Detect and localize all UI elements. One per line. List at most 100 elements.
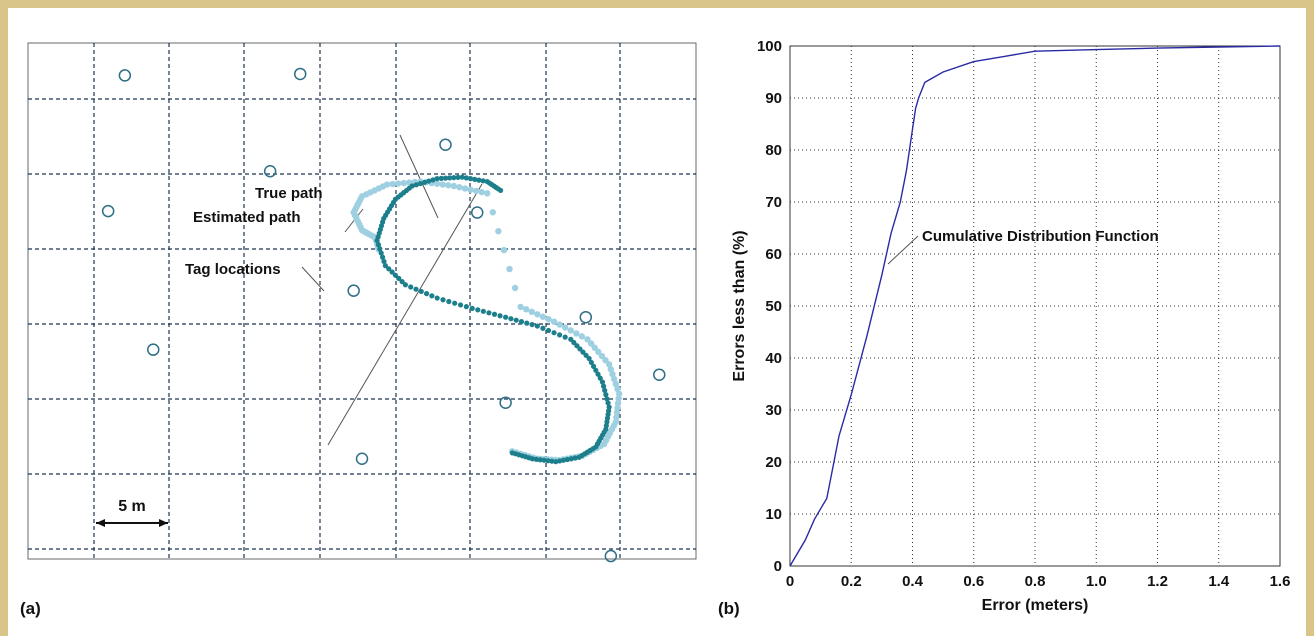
estimated-path-point [603,392,609,398]
true-path-point [613,409,621,416]
panel-b: 0 0.2 0.4 0.6 0.8 1.0 1.2 1.4 1.6 0 10 20 30 40 50 60 7… [718,38,1290,618]
y-tick-label: 90 [765,90,782,107]
estimated-path-point [588,359,594,366]
y-tick-label: 40 [765,350,782,367]
estimated-path-point [480,178,486,184]
estimated-path-point [440,297,446,303]
true-path-point [550,318,558,325]
estimated-path-point [503,314,509,320]
x-tick-label: 0.8 [1025,573,1046,590]
true-path-point [615,395,622,402]
scale-bar-left-arrow-icon [96,519,105,527]
panel-a-grid [28,43,696,559]
estimated-path-point [475,307,481,313]
true-path-point [615,390,623,398]
tag-location-marker [263,165,277,178]
tag-location-marker [439,138,452,151]
true-path-point [450,182,458,190]
estimated-path-point [418,288,424,295]
y-tick-label: 0 [774,558,782,575]
estimated-path-point [484,178,490,185]
tag-location-marker [101,204,115,218]
estimated-path-point [562,334,568,340]
estimated-path-point [377,246,383,252]
true-path-point [612,380,620,388]
estimated-path-point [422,179,428,185]
cdf-line [789,45,1281,567]
estimated-path-point [413,286,419,292]
true-path-point [461,185,469,192]
true-path-point [609,371,616,378]
true-path-point [400,179,407,187]
estimated-path-point [486,310,492,316]
true-path-point [591,344,598,351]
estimated-path-point [429,293,435,299]
y-tick-label: 60 [765,246,782,263]
estimated-path-point [549,458,555,464]
panel-b-x-tick-labels: 0 0.2 0.4 0.6 0.8 1.0 1.2 1.4 1.6 [786,573,1291,590]
estimated-path-point [374,237,380,244]
true-path-point [394,180,402,187]
true-path-point [445,182,452,189]
tag-location-marker [347,284,360,297]
true-path-point [605,361,613,368]
tag-location-marker [293,67,307,81]
estimated-path-point [497,313,503,319]
estimated-path-point [472,176,478,182]
estimated-path-point [568,456,574,462]
estimated-path-point [447,175,453,181]
estimated-path-point [529,321,535,328]
leader-line [327,183,483,446]
y-axis-label: Errors less than (%) [731,230,748,381]
estimated-path-point [457,302,464,308]
y-tick-label: 50 [765,298,782,315]
true-path-point [573,330,580,337]
tag-locations-label: Tag locations [185,261,281,278]
estimated-path-point [537,457,543,463]
y-tick-label: 80 [765,142,782,159]
estimated-path-point [434,176,440,182]
true-path-point [489,209,497,216]
estimated-path-point [399,278,405,285]
true-path-point [433,180,441,187]
x-tick-label: 1.2 [1147,573,1168,590]
estimated-path-point [408,284,414,290]
tag-location-marker [604,549,618,563]
estimated-path-point [413,182,419,188]
x-tick-label: 0.4 [902,573,924,590]
estimated-path-point [605,400,611,406]
estimated-path-point [518,319,525,325]
estimated-path-point [595,371,601,377]
tag-location-marker [118,69,132,82]
leader-line [301,266,325,292]
figure-canvas: 5 m True path Estimated path Tag locatio… [20,38,1290,618]
estimated-path-point [524,320,530,326]
scale-bar-label: 5 m [118,498,146,515]
estimated-path-point [509,450,515,456]
estimated-path-point [572,455,578,461]
y-tick-label: 30 [765,402,782,419]
tag-location-marker [499,396,512,409]
estimated-path-point [597,375,603,381]
tag-location-marker [470,206,484,219]
estimated-path-point [553,459,559,465]
estimated-path-point [467,176,474,182]
true-path-point [511,284,519,292]
true-path-point [439,181,446,188]
true-path-point [602,357,609,364]
estimated-path-point [564,456,571,463]
true-path-point [595,348,602,356]
tag-location-marker [355,452,369,465]
y-tick-label: 100 [757,38,782,55]
estimated-path-point [381,258,387,265]
estimated-path-point [602,387,608,394]
estimated-path-point [463,175,469,181]
estimated-path-point [576,454,582,460]
true-path-point [539,313,547,320]
estimated-path-point [534,323,540,329]
estimated-path-point [392,272,398,278]
leader-line [399,134,439,219]
panel-a-plot-area [27,42,697,560]
estimated-path-point [545,458,551,464]
true-path-point [561,324,569,331]
